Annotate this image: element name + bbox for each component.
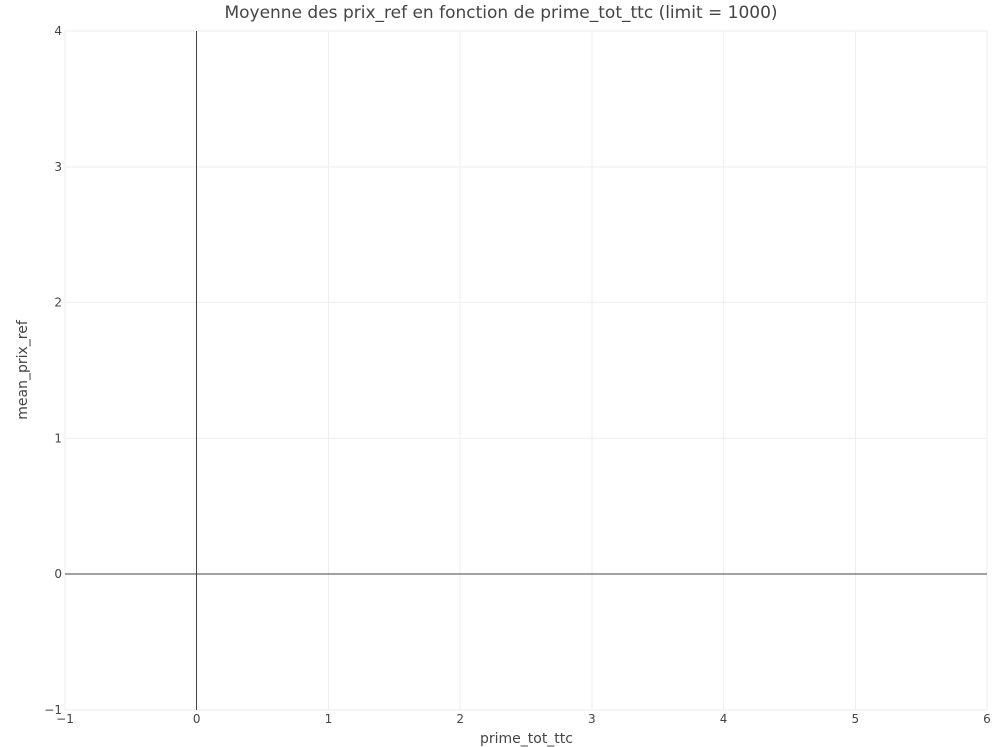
x-tick-label: 1 — [325, 712, 333, 726]
y-tick-label: 3 — [54, 160, 62, 174]
y-axis-label: mean_prix_ref — [15, 320, 31, 420]
chart-title: Moyenne des prix_ref en fonction de prim… — [224, 3, 778, 23]
y-tick-label: 4 — [54, 24, 62, 38]
x-tick-label: 4 — [720, 712, 728, 726]
y-tick-label: 0 — [54, 567, 62, 581]
y-tick-label: 1 — [54, 431, 62, 445]
x-tick-label: 5 — [851, 712, 859, 726]
x-tick-label: 0 — [193, 712, 201, 726]
y-tick-label: −1 — [44, 703, 62, 717]
y-tick-label: 2 — [54, 296, 62, 310]
x-axis-label: prime_tot_ttc — [479, 731, 573, 747]
x-tick-label: 2 — [456, 712, 464, 726]
x-tick-label: −1 — [56, 712, 74, 726]
x-tick-label: 3 — [588, 712, 596, 726]
x-tick-label: 6 — [983, 712, 991, 726]
